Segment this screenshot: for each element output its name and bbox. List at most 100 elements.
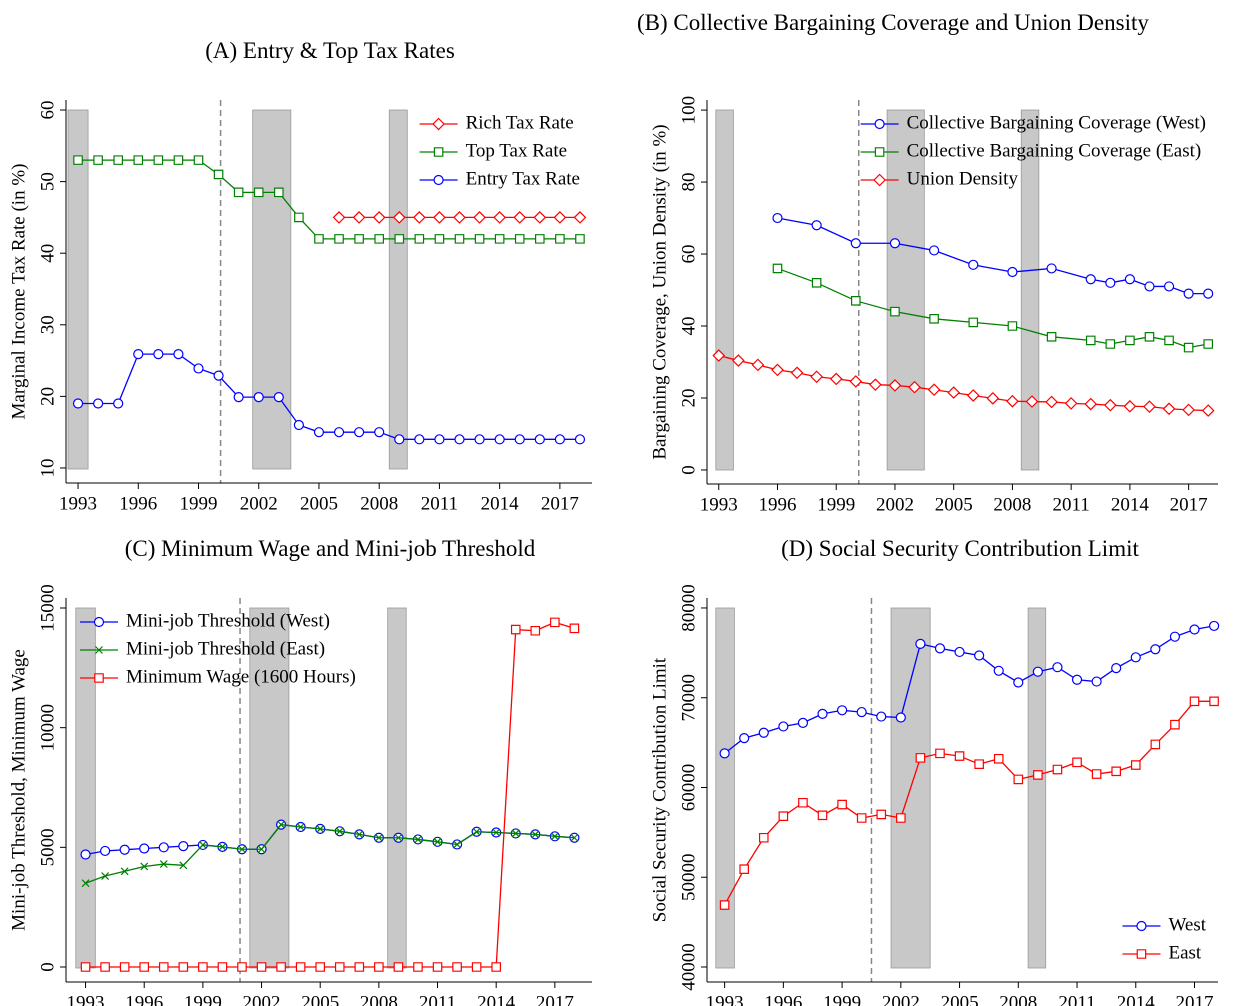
marker bbox=[876, 809, 887, 820]
marker bbox=[238, 845, 246, 854]
marker bbox=[1007, 321, 1018, 331]
marker bbox=[315, 962, 326, 972]
marker bbox=[394, 833, 403, 842]
marker bbox=[296, 823, 305, 831]
marker bbox=[856, 706, 867, 718]
marker bbox=[772, 263, 783, 274]
series-line bbox=[724, 700, 1215, 906]
marker bbox=[535, 234, 545, 244]
marker bbox=[95, 646, 103, 654]
series-line bbox=[777, 217, 1209, 295]
y-tick-label: 20 bbox=[37, 387, 58, 406]
legend-label: Collective Bargaining Coverage (East) bbox=[907, 140, 1202, 161]
marker bbox=[514, 434, 525, 445]
y-tick-label: 0 bbox=[37, 962, 58, 972]
marker bbox=[836, 705, 848, 716]
x-tick-label: 2017 bbox=[1176, 992, 1214, 1006]
marker bbox=[1189, 696, 1200, 707]
marker bbox=[233, 187, 244, 198]
marker bbox=[1105, 339, 1116, 349]
marker bbox=[454, 234, 465, 244]
marker bbox=[81, 879, 90, 888]
marker bbox=[873, 173, 886, 187]
marker bbox=[355, 830, 364, 839]
marker bbox=[140, 862, 149, 871]
legend-label: Mini-job Threshold (East) bbox=[126, 638, 325, 659]
marker bbox=[739, 864, 749, 874]
x-tick-label: 1996 bbox=[125, 992, 163, 1006]
marker bbox=[473, 211, 486, 224]
y-tick-label: 10000 bbox=[37, 704, 58, 752]
marker bbox=[93, 155, 103, 165]
marker bbox=[1164, 335, 1174, 346]
marker bbox=[719, 900, 730, 910]
marker bbox=[295, 962, 306, 972]
shaded-region bbox=[388, 109, 408, 470]
marker bbox=[233, 392, 244, 403]
marker bbox=[553, 211, 567, 224]
marker bbox=[217, 962, 228, 972]
marker bbox=[550, 617, 560, 628]
marker bbox=[1144, 281, 1155, 292]
marker bbox=[178, 841, 189, 852]
marker bbox=[374, 833, 383, 842]
legend-label: Mini-job Threshold (West) bbox=[126, 610, 330, 631]
marker bbox=[213, 370, 224, 381]
x-tick-label: 2017 bbox=[541, 493, 579, 514]
marker bbox=[569, 623, 580, 634]
legend-label: East bbox=[1168, 942, 1201, 963]
marker bbox=[158, 962, 169, 972]
x-tick-label: 1999 bbox=[184, 992, 222, 1006]
legend: Rich Tax Rate Top Tax Rate Entry Tax Rate bbox=[419, 112, 580, 189]
marker bbox=[751, 358, 765, 372]
marker bbox=[159, 860, 168, 869]
legend: Collective Bargaining Coverage (West) Col… bbox=[860, 112, 1206, 189]
x-tick-label: 2002 bbox=[240, 493, 278, 514]
y-tick-label: 80 bbox=[678, 173, 699, 192]
x-tick-label: 1993 bbox=[59, 493, 97, 514]
marker bbox=[719, 748, 730, 759]
marker bbox=[433, 147, 444, 157]
legend-label: Collective Bargaining Coverage (West) bbox=[907, 112, 1206, 133]
marker bbox=[1045, 395, 1058, 409]
marker bbox=[993, 753, 1004, 764]
marker bbox=[530, 625, 541, 636]
marker bbox=[1136, 949, 1147, 959]
shaded-region bbox=[715, 607, 735, 969]
marker bbox=[412, 211, 426, 224]
marker bbox=[1105, 277, 1116, 288]
shaded-region bbox=[252, 109, 292, 470]
marker bbox=[778, 721, 789, 732]
series-line bbox=[777, 267, 1209, 349]
marker bbox=[119, 962, 130, 972]
series-line bbox=[85, 823, 575, 884]
marker bbox=[153, 349, 164, 360]
y-tick-label: 20 bbox=[678, 388, 699, 407]
marker bbox=[158, 842, 169, 853]
marker bbox=[1064, 397, 1078, 410]
y-tick-label: 50000 bbox=[678, 853, 699, 901]
marker bbox=[276, 962, 286, 972]
marker bbox=[550, 832, 559, 841]
marker bbox=[758, 727, 769, 738]
x-tick-label: 2002 bbox=[882, 992, 920, 1006]
marker bbox=[1162, 402, 1176, 416]
marker bbox=[372, 211, 386, 224]
marker bbox=[119, 844, 130, 855]
marker bbox=[947, 386, 961, 399]
y-tick-label: 30 bbox=[37, 315, 58, 334]
y-tick-label: 60 bbox=[37, 101, 58, 120]
y-tick-label: 60000 bbox=[678, 764, 699, 812]
x-tick-label: 2011 bbox=[419, 992, 456, 1006]
x-tick-label: 2011 bbox=[1058, 992, 1095, 1006]
marker bbox=[93, 616, 105, 628]
legend-label: Top Tax Rate bbox=[466, 140, 567, 161]
marker bbox=[810, 370, 823, 384]
marker bbox=[1091, 769, 1102, 779]
marker bbox=[908, 380, 921, 394]
y-tick-label: 70000 bbox=[678, 674, 699, 722]
marker bbox=[294, 212, 304, 223]
marker bbox=[333, 427, 345, 438]
marker bbox=[139, 843, 150, 854]
